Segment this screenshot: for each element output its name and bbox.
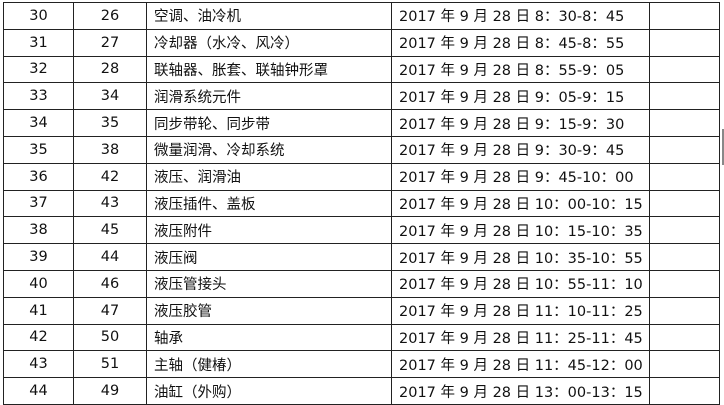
schedule-time: 2017 年 9 月 28 日 8：30-8：45 (391, 2, 650, 30)
table-row: 39 44 液压阀 2017 年 9 月 28 日 10：35-10：55 (3, 243, 720, 271)
note-cell (649, 296, 720, 325)
schedule-time: 2017 年 9 月 28 日 13：00-13：15 (391, 377, 650, 405)
row-number: 41 (3, 296, 74, 325)
item-name: 液压阀 (146, 243, 392, 271)
category-code: 46 (73, 269, 147, 298)
item-name: 轴承 (146, 323, 392, 352)
category-code: 50 (73, 323, 147, 352)
note-cell (649, 350, 720, 379)
category-code: 35 (73, 109, 147, 137)
schedule-time: 2017 年 9 月 28 日 9：30-9：45 (391, 135, 650, 164)
category-code: 49 (73, 377, 147, 405)
category-code: 34 (73, 82, 147, 111)
table-row: 41 47 液压胶管 2017 年 9 月 28 日 11：10-11：25 (3, 296, 720, 325)
table-row: 30 26 空调、油冷机 2017 年 9 月 28 日 8：30-8：45 (3, 2, 720, 30)
item-name: 微量润滑、冷却系统 (146, 135, 392, 164)
row-number: 32 (3, 55, 74, 84)
schedule-time: 2017 年 9 月 28 日 10：00-10：15 (391, 189, 650, 218)
item-name: 油缸（外购） (146, 377, 392, 405)
schedule-time: 2017 年 9 月 28 日 10：35-10：55 (391, 243, 650, 271)
schedule-time: 2017 年 9 月 28 日 11：25-11：45 (391, 323, 650, 352)
schedule-time: 2017 年 9 月 28 日 10：55-11：10 (391, 269, 650, 298)
note-cell (649, 135, 720, 164)
note-cell (649, 243, 720, 271)
table-row: 33 34 润滑系统元件 2017 年 9 月 28 日 9：05-9：15 (3, 82, 720, 111)
scrollbar-marker[interactable] (722, 129, 724, 165)
category-code: 45 (73, 216, 147, 245)
note-cell (649, 323, 720, 352)
schedule-time: 2017 年 9 月 28 日 11：10-11：25 (391, 296, 650, 325)
note-cell (649, 269, 720, 298)
table-row: 35 38 微量润滑、冷却系统 2017 年 9 月 28 日 9：30-9：45 (3, 135, 720, 164)
table-row: 43 51 主轴（健椿） 2017 年 9 月 28 日 11：45-12：00 (3, 350, 720, 379)
schedule-time: 2017 年 9 月 28 日 8：55-9：05 (391, 55, 650, 84)
category-code: 42 (73, 162, 147, 191)
table-row: 40 46 液压管接头 2017 年 9 月 28 日 10：55-11：10 (3, 269, 720, 298)
row-number: 37 (3, 189, 74, 218)
item-name: 液压附件 (146, 216, 392, 245)
item-name: 冷却器（水冷、风冷） (146, 28, 392, 57)
row-number: 38 (3, 216, 74, 245)
item-name: 联轴器、胀套、联轴钟形罩 (146, 55, 392, 84)
schedule-table: 30 26 空调、油冷机 2017 年 9 月 28 日 8：30-8：45 31 27 冷… (3, 2, 720, 405)
row-number: 44 (3, 377, 74, 405)
item-name: 液压、润滑油 (146, 162, 392, 191)
category-code: 26 (73, 2, 147, 30)
note-cell (649, 162, 720, 191)
note-cell (649, 377, 720, 405)
note-cell (649, 82, 720, 111)
item-name: 空调、油冷机 (146, 2, 392, 30)
row-number: 31 (3, 28, 74, 57)
schedule-time: 2017 年 9 月 28 日 11：45-12：00 (391, 350, 650, 379)
table-row: 32 28 联轴器、胀套、联轴钟形罩 2017 年 9 月 28 日 8：55-9：0… (3, 55, 720, 84)
table-row: 34 35 同步带轮、同步带 2017 年 9 月 28 日 9：15-9：30 (3, 109, 720, 137)
category-code: 38 (73, 135, 147, 164)
note-cell (649, 55, 720, 84)
category-code: 28 (73, 55, 147, 84)
category-code: 44 (73, 243, 147, 271)
table-row: 44 49 油缸（外购） 2017 年 9 月 28 日 13：00-13：15 (3, 377, 720, 405)
row-number: 33 (3, 82, 74, 111)
category-code: 27 (73, 28, 147, 57)
row-number: 40 (3, 269, 74, 298)
item-name: 液压胶管 (146, 296, 392, 325)
item-name: 液压插件、盖板 (146, 189, 392, 218)
note-cell (649, 189, 720, 218)
row-number: 34 (3, 109, 74, 137)
category-code: 47 (73, 296, 147, 325)
item-name: 液压管接头 (146, 269, 392, 298)
schedule-time: 2017 年 9 月 28 日 9：45-10：00 (391, 162, 650, 191)
item-name: 主轴（健椿） (146, 350, 392, 379)
note-cell (649, 109, 720, 137)
note-cell (649, 2, 720, 30)
row-number: 35 (3, 135, 74, 164)
table-row: 37 43 液压插件、盖板 2017 年 9 月 28 日 10：00-10：15 (3, 189, 720, 218)
item-name: 同步带轮、同步带 (146, 109, 392, 137)
note-cell (649, 28, 720, 57)
table-row: 31 27 冷却器（水冷、风冷） 2017 年 9 月 28 日 8：45-8：55 (3, 28, 720, 57)
table-row: 42 50 轴承 2017 年 9 月 28 日 11：25-11：45 (3, 323, 720, 352)
schedule-time: 2017 年 9 月 28 日 8：45-8：55 (391, 28, 650, 57)
row-number: 36 (3, 162, 74, 191)
table-row: 38 45 液压附件 2017 年 9 月 28 日 10：15-10：35 (3, 216, 720, 245)
row-number: 43 (3, 350, 74, 379)
table-row: 36 42 液压、润滑油 2017 年 9 月 28 日 9：45-10：00 (3, 162, 720, 191)
schedule-time: 2017 年 9 月 28 日 9：05-9：15 (391, 82, 650, 111)
row-number: 42 (3, 323, 74, 352)
row-number: 39 (3, 243, 74, 271)
table-body: 30 26 空调、油冷机 2017 年 9 月 28 日 8：30-8：45 31 27 冷… (3, 2, 720, 405)
item-name: 润滑系统元件 (146, 82, 392, 111)
schedule-time: 2017 年 9 月 28 日 10：15-10：35 (391, 216, 650, 245)
schedule-time: 2017 年 9 月 28 日 9：15-9：30 (391, 109, 650, 137)
row-number: 30 (3, 2, 74, 30)
category-code: 51 (73, 350, 147, 379)
note-cell (649, 216, 720, 245)
category-code: 43 (73, 189, 147, 218)
